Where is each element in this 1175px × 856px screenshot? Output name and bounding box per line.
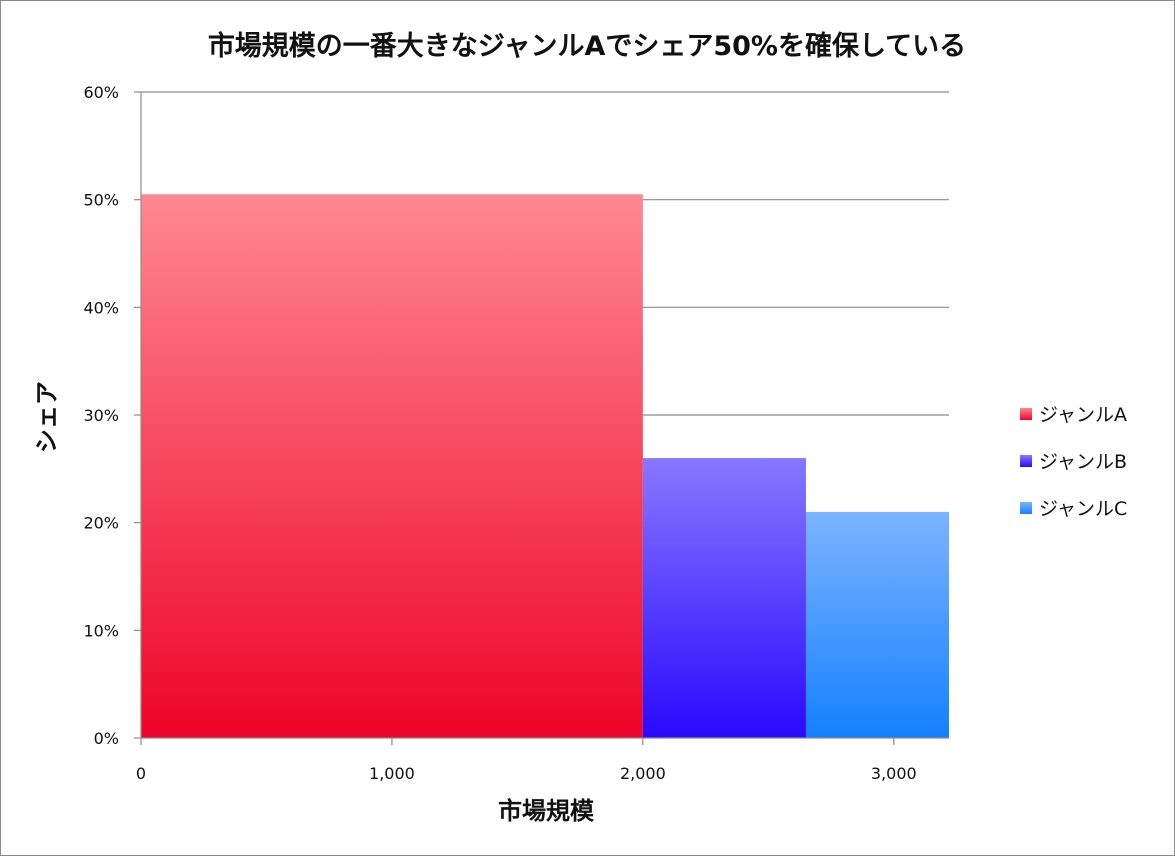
legend-swatch — [1020, 408, 1032, 420]
legend-label: ジャンルC — [1039, 498, 1127, 520]
legend: ジャンルA ジャンルB ジャンルC — [1020, 404, 1127, 520]
x-axis-title: 市場規模 — [498, 797, 595, 825]
legend-swatch — [1020, 502, 1032, 514]
y-tick-labels: 0% 10% 20% 30% 40% 50% 60% — [83, 83, 119, 748]
y-tick-label: 20% — [83, 514, 119, 533]
legend-swatch — [1020, 455, 1032, 467]
chart-title: 市場規模の一番大きなジャンルAでシェア50%を確保している — [208, 30, 966, 62]
x-tick-label: 0 — [136, 764, 146, 783]
x-tick-label: 1,000 — [369, 764, 415, 783]
bar-1 — [141, 194, 643, 739]
x-tick-labels: 0 1,000 2,000 3,000 — [136, 764, 917, 783]
y-tick-label: 50% — [83, 191, 119, 210]
y-tick-label: 60% — [83, 83, 119, 102]
legend-label: ジャンルB — [1039, 451, 1127, 473]
axes — [134, 91, 949, 745]
bar-2 — [642, 458, 806, 738]
y-axis-title: シェア — [33, 381, 61, 453]
y-tick-label: 30% — [83, 406, 119, 425]
legend-label: ジャンルA — [1039, 404, 1127, 426]
x-tick-label: 3,000 — [871, 764, 917, 783]
y-tick-label: 40% — [83, 298, 119, 317]
x-tick-label: 2,000 — [620, 764, 666, 783]
bars — [141, 194, 949, 739]
y-tick-label: 10% — [83, 621, 119, 640]
y-tick-label: 0% — [94, 729, 119, 748]
bar-3 — [805, 511, 949, 738]
